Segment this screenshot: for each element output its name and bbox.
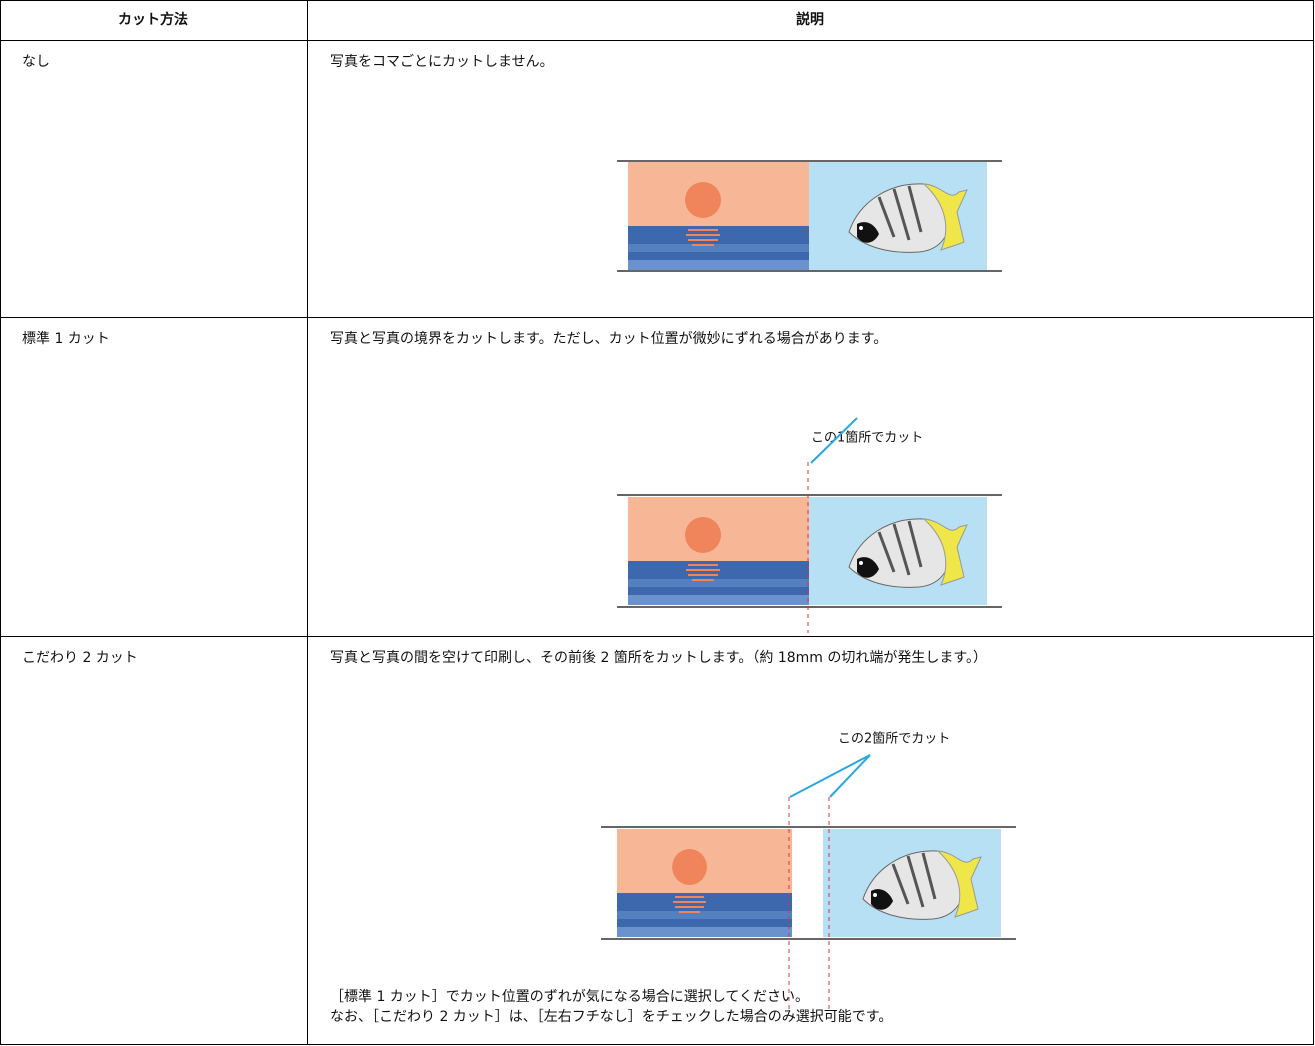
callout: この2箇所でカット: [838, 731, 950, 747]
column-header: 説明: [796, 11, 824, 28]
note: ［標準 1 カット］でカット位置のずれが気になる場合に選択してください。: [330, 989, 809, 1005]
illustration: [617, 417, 1002, 633]
description: 写真と写真の間を空けて印刷し、その前後 2 箇所をカットします。（約 18mm …: [330, 649, 987, 666]
description: 写真と写真の境界をカットします。ただし、カット位置が微妙にずれる場合があります。: [330, 331, 887, 347]
description: 写真をコマごとにカットしません。: [330, 54, 554, 70]
method: なし: [22, 54, 50, 70]
illustration: [601, 754, 1016, 1010]
method: こだわり 2 カット: [22, 650, 138, 666]
note: なお、［こだわり 2 カット］は、［左右フチなし］をチェックした場合のみ選択可能…: [330, 1009, 892, 1025]
illustration: [617, 160, 1002, 272]
callout: この1箇所でカット: [811, 430, 923, 446]
method: 標準 1 カット: [22, 331, 110, 347]
column-header: カット方法: [118, 11, 188, 28]
